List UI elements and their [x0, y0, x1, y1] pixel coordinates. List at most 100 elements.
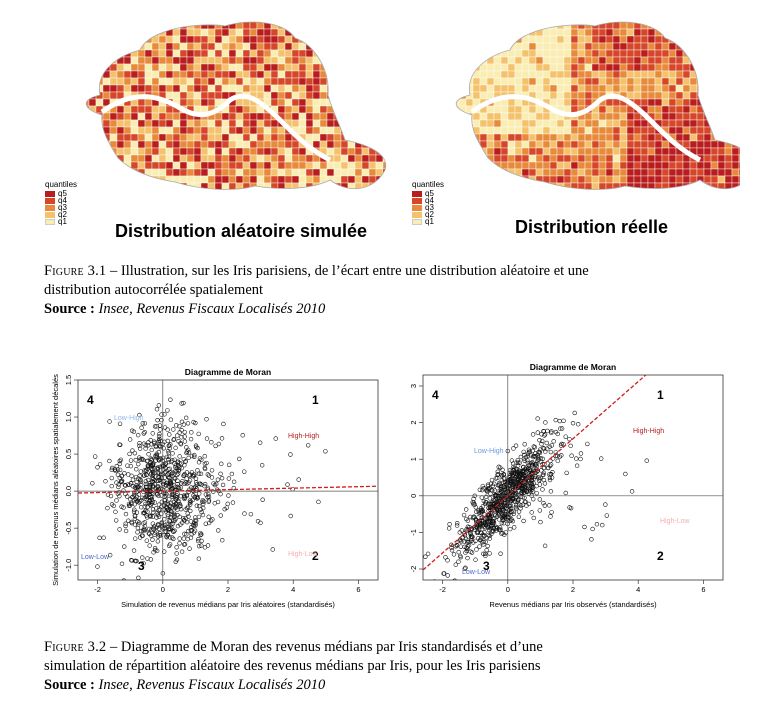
- map-cell: [557, 190, 564, 197]
- map-cell: [696, 119, 705, 128]
- map-cell: [326, 49, 335, 58]
- map-cell: [361, 112, 370, 121]
- map-cell: [347, 70, 356, 79]
- map-cell: [256, 112, 265, 121]
- map-cell: [102, 119, 111, 128]
- data-point: [128, 481, 134, 486]
- map-cell: [285, 190, 292, 197]
- map-cell: [277, 49, 286, 58]
- data-point: [202, 461, 208, 467]
- y-tick-label: 1.5: [64, 375, 73, 385]
- map-cell: [158, 182, 167, 190]
- map-cell: [284, 49, 293, 58]
- data-point: [158, 456, 163, 462]
- data-point: [183, 507, 188, 512]
- map-cell: [661, 70, 670, 79]
- map-cell: [479, 112, 488, 121]
- map-cell: [500, 182, 509, 190]
- map-cell: [235, 98, 244, 107]
- data-point: [220, 538, 225, 543]
- map-cell: [263, 168, 272, 177]
- map-cell: [347, 98, 356, 107]
- map-cell: [647, 175, 656, 184]
- map-cell: [347, 49, 356, 58]
- map-cell: [298, 168, 307, 177]
- map-cell: [193, 140, 202, 149]
- map-cell: [214, 112, 223, 121]
- map-cell: [493, 112, 502, 121]
- map-cell: [648, 197, 655, 204]
- map-cell: [368, 91, 377, 100]
- data-point: [199, 509, 204, 515]
- data-point: [201, 501, 206, 507]
- data-point: [496, 508, 501, 513]
- map-cell: [137, 147, 146, 156]
- map-cell: [354, 154, 363, 163]
- map-cell: [186, 28, 195, 37]
- map-cell: [193, 126, 202, 135]
- map-cell: [86, 119, 90, 128]
- data-point: [177, 541, 182, 546]
- data-point: [524, 476, 529, 482]
- map-cell: [256, 70, 265, 79]
- map-cell: [542, 49, 551, 58]
- data-point: [555, 458, 560, 464]
- data-point: [226, 493, 231, 498]
- map-cell: [626, 77, 635, 86]
- map-cell: [514, 105, 523, 114]
- data-point: [184, 445, 189, 450]
- map-cell: [724, 168, 733, 177]
- map-cell: [193, 168, 202, 177]
- map-cell: [333, 49, 342, 58]
- map-cell: [521, 28, 530, 37]
- map-cell: [277, 175, 286, 184]
- map-cell: [626, 126, 635, 135]
- data-point: [195, 468, 200, 473]
- map-cell: [549, 63, 558, 72]
- data-point: [524, 489, 530, 495]
- map-cell: [340, 56, 349, 65]
- legend-label: q2: [425, 210, 434, 219]
- map-cell: [144, 28, 153, 37]
- map-cell: [207, 84, 216, 93]
- map-cell: [542, 112, 551, 121]
- data-point: [296, 477, 301, 482]
- map-cell: [361, 28, 370, 37]
- map-cell: [284, 35, 293, 44]
- map-cell: [326, 70, 335, 79]
- legend-label: q3: [58, 203, 67, 212]
- map-cell: [186, 63, 195, 72]
- map-cell: [647, 49, 656, 58]
- map-cell: [305, 168, 314, 177]
- map-cell: [158, 63, 167, 72]
- map-cell: [86, 28, 90, 37]
- data-point: [153, 458, 158, 463]
- map-cell: [151, 105, 160, 114]
- map-cell: [298, 161, 307, 170]
- quadrant-number-1: 1: [312, 393, 319, 407]
- map-cell: [186, 22, 195, 23]
- map-cell: [445, 113, 452, 120]
- map-cell: [690, 197, 697, 204]
- map-cell: [584, 63, 593, 72]
- data-point: [173, 484, 178, 490]
- map-cell: [619, 22, 628, 23]
- map-cell: [270, 35, 279, 44]
- data-point: [167, 466, 172, 471]
- data-point: [147, 484, 153, 489]
- map-cell: [619, 56, 628, 65]
- map-cell: [598, 147, 607, 156]
- map-cell: [263, 161, 272, 170]
- map-cell: [257, 190, 264, 197]
- map-cell: [277, 91, 286, 100]
- map-cell: [390, 197, 397, 204]
- map-cell: [612, 56, 621, 65]
- map-cell: [354, 105, 363, 114]
- data-point: [148, 557, 154, 562]
- map-cell: [326, 112, 335, 121]
- data-point: [270, 547, 275, 552]
- map-cell: [584, 140, 593, 149]
- map-cell: [172, 84, 181, 93]
- data-point: [174, 496, 179, 502]
- map-cell: [738, 119, 740, 128]
